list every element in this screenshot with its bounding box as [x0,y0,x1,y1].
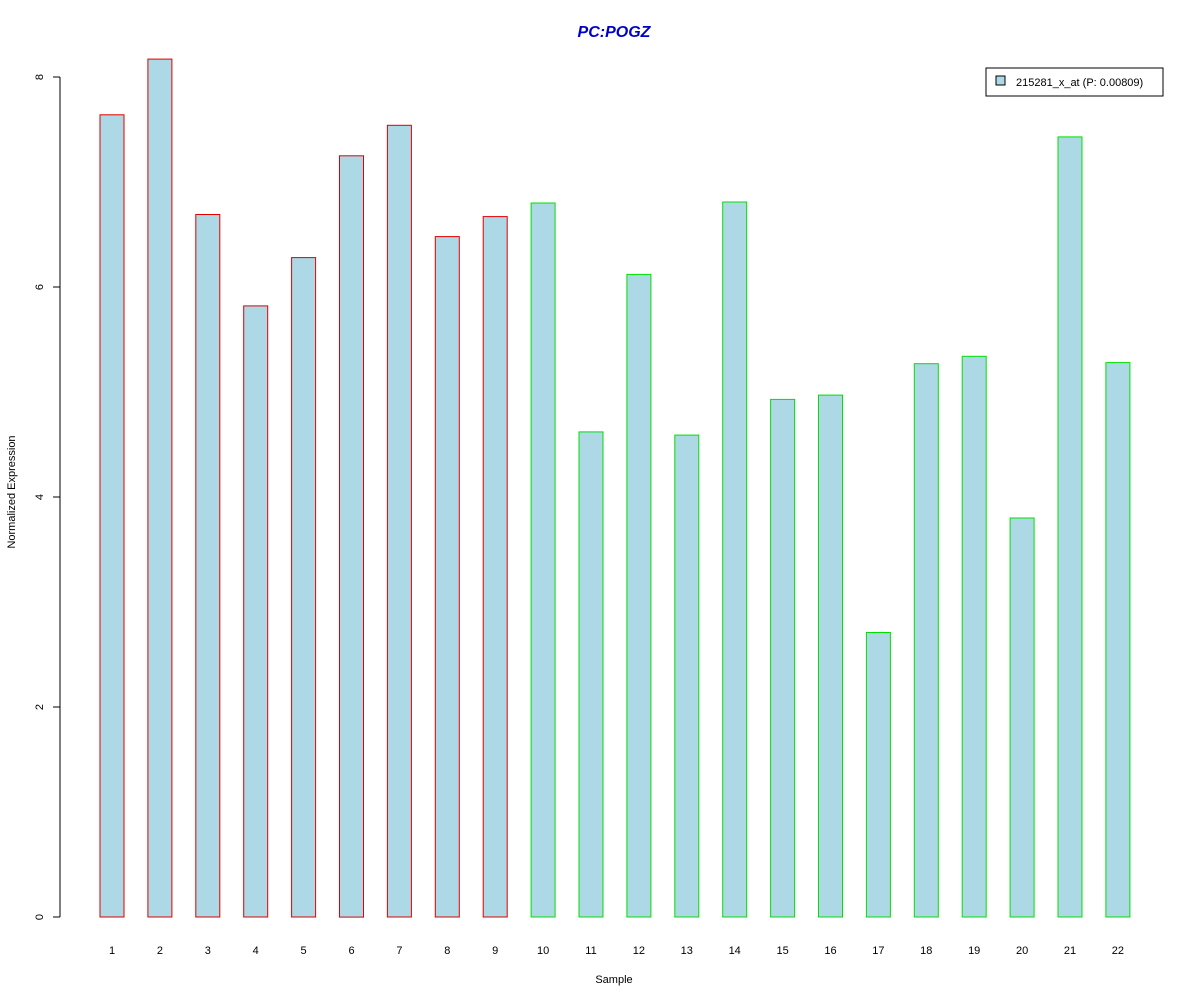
y-tick-label: 8 [34,74,46,80]
y-tick-label: 4 [34,494,46,500]
x-tick-label: 8 [444,945,450,957]
bar-sample-6 [339,155,364,918]
y-axis-label: Normalized Expression [6,435,18,548]
x-tick-label: 18 [920,945,932,957]
bar-sample-15 [770,398,796,918]
x-tick-label: 17 [872,945,884,957]
bar-sample-18 [913,363,939,918]
bar-sample-7 [386,124,412,918]
bar-sample-19 [961,355,987,918]
bar-sample-17 [865,632,891,918]
legend-box [985,67,1164,97]
chart-title: PC:POGZ [578,24,652,41]
bar-sample-13 [674,434,700,918]
x-tick-label: 20 [1016,945,1028,957]
legend-swatch [995,75,1006,86]
legend-label: 215281_x_at (P: 0.00809) [1016,77,1143,89]
bar-sample-10 [530,202,556,918]
bars-group [99,58,1131,918]
y-tick-label: 6 [34,284,46,290]
x-tick-label: 7 [396,945,402,957]
bar-sample-5 [291,257,317,918]
x-tick-label: 14 [729,945,741,957]
x-tick-label: 2 [157,945,163,957]
bar-sample-2 [147,58,173,918]
bar-sample-12 [626,273,652,918]
x-tick-label: 19 [968,945,980,957]
y-tick-label: 0 [34,914,46,920]
x-axis-label: Sample [595,974,632,986]
x-tick-label: 10 [537,945,549,957]
bar-sample-16 [818,394,843,918]
x-tick-label: 5 [301,945,307,957]
x-tick-label: 4 [253,945,259,957]
x-tick-label: 12 [633,945,645,957]
y-tick-label: 2 [34,704,46,710]
bar-sample-11 [578,431,604,918]
bar-sample-21 [1057,136,1083,918]
bar-sample-3 [195,214,221,918]
x-tick-label: 21 [1064,945,1076,957]
bar-sample-8 [434,236,460,918]
x-tick-label: 22 [1112,945,1124,957]
x-tick-label: 15 [776,945,788,957]
x-tick-label: 16 [824,945,836,957]
legend: 215281_x_at (P: 0.00809) [985,67,1164,97]
y-axis: 0 2 4 6 8 [34,74,61,920]
bar-sample-4 [243,305,269,918]
bar-sample-22 [1105,362,1131,918]
bar-sample-1 [99,114,125,918]
x-tick-label: 3 [205,945,211,957]
x-tick-label: 11 [585,945,596,957]
bar-sample-20 [1009,517,1035,918]
x-axis-tick-labels: 1 2 3 4 5 6 7 8 9 10 11 12 13 14 15 16 17 18 19 20 21 22 [109,945,1124,957]
x-tick-label: 9 [492,945,498,957]
x-tick-label: 13 [681,945,693,957]
x-tick-label: 1 [109,945,115,957]
bar-sample-9 [482,216,508,918]
x-tick-label: 6 [348,945,354,957]
bar-sample-14 [722,201,748,918]
